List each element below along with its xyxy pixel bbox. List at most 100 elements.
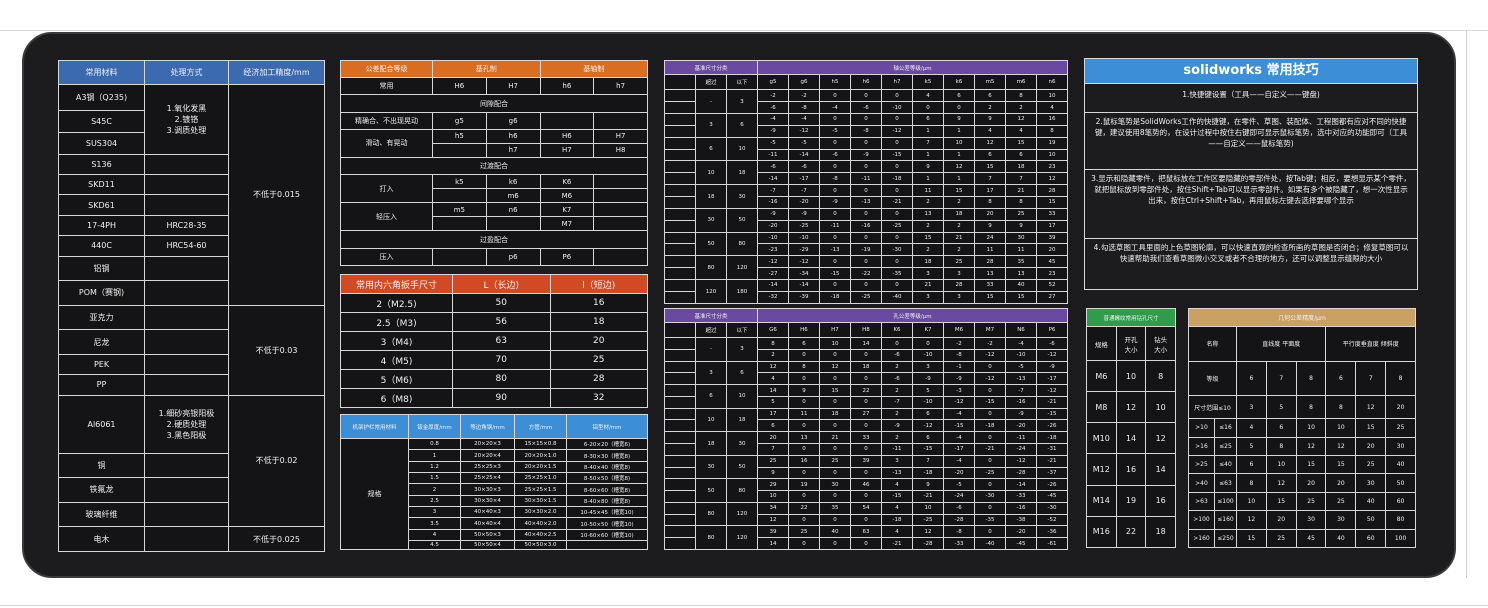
tol-cell: 35 <box>819 501 851 515</box>
tol-cell: 4 <box>912 89 944 103</box>
tol-cell: -25 <box>881 219 913 233</box>
tol-cell: -6 <box>788 160 820 174</box>
tol-cell: -15 <box>881 490 913 503</box>
tol-cell: 39 <box>757 525 789 539</box>
tol-cell: 17 <box>974 184 1006 197</box>
tol-cell: -40 <box>881 290 913 305</box>
tol-cell: 0 <box>819 395 851 409</box>
tol-row-label <box>664 372 696 386</box>
geom-cell: 12 <box>1236 510 1267 530</box>
tol-cell: -21 <box>1036 454 1068 468</box>
geom-grade: 6 <box>1325 360 1357 397</box>
tol-cell: 0 <box>974 525 1006 539</box>
geom-cell: 25 <box>1385 418 1416 438</box>
material-name: SKD11 <box>58 173 145 196</box>
tol-cell: -6 <box>850 101 882 114</box>
tol-cell: 5 <box>757 395 789 409</box>
tol-cell: -11 <box>881 443 913 456</box>
tol-cell: 9 <box>943 112 975 126</box>
tol-row-label <box>664 255 696 269</box>
tol-col-header: k5 <box>912 73 944 91</box>
tol-range-to: 10 <box>726 384 758 409</box>
tol-cell: 9 <box>974 219 1006 233</box>
tol-cell: 2 <box>943 219 975 233</box>
tol-cell: -25 <box>850 290 882 305</box>
geom-grade: 7 <box>1355 360 1387 397</box>
tol-cell: 0 <box>819 372 851 386</box>
tol-range-to: 120 <box>726 525 758 550</box>
hexkey-cell: 4（M5) <box>340 350 453 370</box>
tol-cell: 15 <box>943 184 975 197</box>
tol-cell: 5 <box>912 384 944 397</box>
tol-cell: -12 <box>1005 454 1037 468</box>
fits-cell: H6 <box>539 128 595 144</box>
tol-cell: -23 <box>757 243 789 257</box>
tol-cell: 10 <box>1036 148 1068 162</box>
frame-cell: 25×25×4 <box>460 472 515 485</box>
frame-cell: 30×30×4 <box>460 494 515 508</box>
tol-col-header: 超过 <box>695 73 727 91</box>
tol-cell: 3 <box>912 360 944 374</box>
tol-cell: -20 <box>943 466 975 480</box>
frame-cell: 30×30×1.5 <box>514 494 567 508</box>
tol-row-label <box>664 395 696 409</box>
tol-cell: 1 <box>912 148 944 162</box>
fits-cell: p6 <box>485 247 541 267</box>
tol-cell: 3 <box>881 454 913 468</box>
tol-cell: -8 <box>943 348 975 362</box>
tol-cell: -28 <box>1005 466 1037 480</box>
tol-cell: -13 <box>1005 372 1037 386</box>
frame-cell: 50×50×3 <box>460 528 515 542</box>
tol-row-label <box>664 348 696 362</box>
material-name: A3钢（Q235) <box>58 83 145 112</box>
tol-cell: -11 <box>819 219 851 233</box>
tol-cell: 10 <box>912 501 944 515</box>
tol-blank <box>664 73 696 91</box>
fits-cell: 轻压入 <box>340 202 433 232</box>
material-name: 玻璃纤维 <box>58 501 145 528</box>
frame-cell: 1.5 <box>408 472 461 485</box>
tol-cell: 18 <box>1005 160 1037 174</box>
tol-col-header: P6 <box>1036 321 1068 339</box>
geom-cell: 6 <box>1265 418 1297 438</box>
tol-cell: -6 <box>881 348 913 362</box>
tol-cell: 2 <box>881 431 913 445</box>
geom-cell: 80 <box>1385 510 1416 530</box>
fits-cell: P6 <box>539 247 595 267</box>
tol-cell: -20 <box>788 196 820 209</box>
tol-cell: 15 <box>974 290 1006 305</box>
drill-cell: 10 <box>1145 391 1176 424</box>
material-name: 尼龙 <box>58 329 145 355</box>
geom-cell: 20 <box>1385 395 1416 420</box>
tol-cell: 6 <box>943 89 975 103</box>
tol-cell: -10 <box>912 348 944 362</box>
tol-col-header: 超过 <box>695 321 727 339</box>
hexkey-header: 常用内六角扳手尺寸 <box>340 274 453 294</box>
shaft-tolerance-table: 基准尺寸分类 轴公差等级/μm 超过 以下 g5 g6 h5 h6 h7 k5 k6 m5 m6 n6-3… <box>664 60 1068 305</box>
tol-cell: 25 <box>757 454 789 468</box>
tol-cell: 0 <box>819 537 851 550</box>
geom-title: 几何公差精度/μm <box>1188 308 1416 327</box>
tol-cell: 25 <box>1005 207 1037 221</box>
fits-group-label: 过渡配合 <box>340 156 648 176</box>
drill-cell: 19 <box>1115 484 1147 517</box>
tol-cell: 9 <box>912 478 944 492</box>
frame-cell: 25×25×1.0 <box>514 472 567 485</box>
tol-cell: 0 <box>850 490 882 503</box>
tol-row-label <box>664 337 696 350</box>
frame-cell: 10-45×45（槽宽10) <box>566 506 648 519</box>
tol-cell: 9 <box>1005 219 1037 233</box>
frame-header: 铝型材/mm <box>566 414 648 439</box>
tol-cell: 39 <box>850 454 882 468</box>
tol-row-label <box>664 431 696 445</box>
tol-cell: -21 <box>1036 395 1068 409</box>
tol-range-to: 30 <box>726 431 758 456</box>
tol-cell: 12 <box>943 160 975 174</box>
geom-cell: 6 <box>1236 455 1267 475</box>
geom-cell: 30 <box>1325 510 1357 530</box>
tol-cell: -12 <box>974 348 1006 362</box>
frame-cell: 4.5 <box>408 540 461 550</box>
tol-cell: 21 <box>1005 184 1037 197</box>
geom-cell: 25 <box>1265 528 1297 549</box>
tol-cell: 25 <box>943 255 975 269</box>
